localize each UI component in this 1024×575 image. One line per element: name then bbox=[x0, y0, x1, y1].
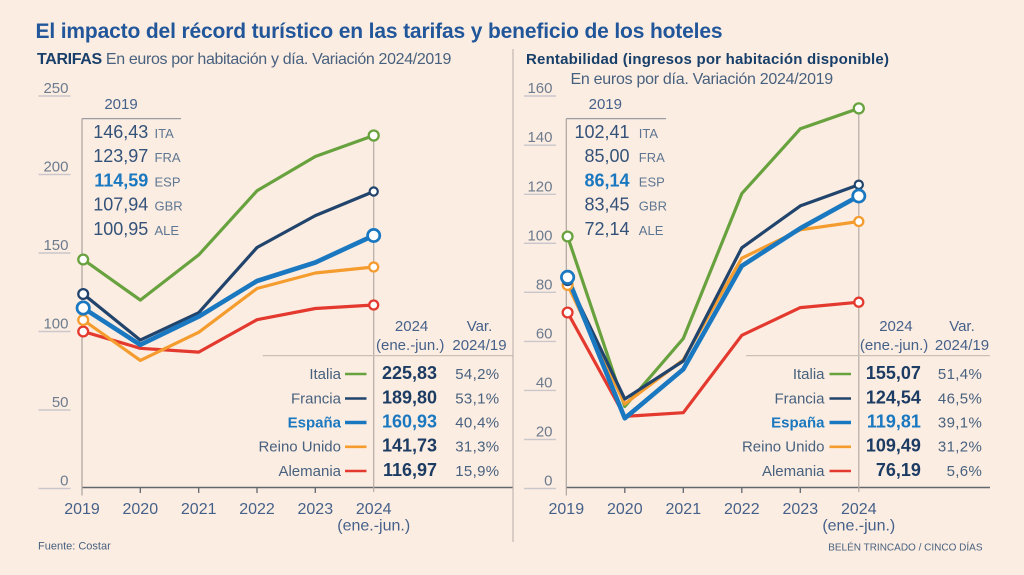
svg-text:140: 140 bbox=[527, 129, 552, 146]
svg-text:Francia: Francia bbox=[774, 391, 825, 408]
svg-text:2021: 2021 bbox=[181, 501, 217, 518]
svg-text:0: 0 bbox=[60, 473, 68, 490]
svg-text:100: 100 bbox=[527, 227, 552, 244]
svg-text:GBR: GBR bbox=[639, 199, 667, 214]
svg-text:76,19: 76,19 bbox=[876, 460, 921, 480]
svg-text:0: 0 bbox=[544, 473, 552, 490]
svg-text:2022: 2022 bbox=[239, 501, 275, 518]
svg-text:120: 120 bbox=[527, 178, 552, 195]
svg-text:40,4%: 40,4% bbox=[455, 415, 499, 432]
svg-text:ITA: ITA bbox=[639, 126, 659, 141]
svg-text:80: 80 bbox=[536, 276, 553, 293]
svg-text:123,97: 123,97 bbox=[93, 146, 148, 166]
svg-text:En euros por día. Variación 20: En euros por día. Variación 2024/2019 bbox=[571, 71, 834, 88]
svg-text:(ene.-jun.): (ene.-jun.) bbox=[822, 518, 895, 535]
svg-text:2023: 2023 bbox=[783, 501, 819, 518]
svg-text:ITA: ITA bbox=[155, 126, 175, 141]
svg-text:2024/19: 2024/19 bbox=[935, 337, 989, 354]
svg-text:60: 60 bbox=[536, 325, 553, 342]
svg-text:FRA: FRA bbox=[155, 150, 181, 165]
svg-text:FRA: FRA bbox=[639, 150, 665, 165]
svg-text:ESP: ESP bbox=[155, 174, 181, 189]
svg-text:20: 20 bbox=[536, 424, 553, 441]
svg-text:2021: 2021 bbox=[666, 501, 702, 518]
svg-text:España: España bbox=[288, 415, 342, 432]
svg-text:160: 160 bbox=[527, 80, 552, 97]
svg-text:2024: 2024 bbox=[879, 318, 912, 335]
svg-text:GBR: GBR bbox=[155, 199, 183, 214]
svg-text:(ene.-jun.): (ene.-jun.) bbox=[860, 337, 928, 354]
svg-text:2019: 2019 bbox=[549, 501, 585, 518]
svg-text:2019: 2019 bbox=[104, 96, 137, 113]
svg-text:2022: 2022 bbox=[724, 501, 760, 518]
svg-text:ALE: ALE bbox=[155, 223, 180, 238]
svg-text:160,93: 160,93 bbox=[382, 412, 437, 432]
svg-text:(ene.-jun.): (ene.-jun.) bbox=[337, 518, 410, 535]
svg-text:Francia: Francia bbox=[291, 391, 342, 408]
svg-text:86,14: 86,14 bbox=[584, 170, 629, 190]
svg-text:150: 150 bbox=[43, 237, 68, 254]
svg-text:250: 250 bbox=[43, 80, 68, 97]
svg-text:BELÉN TRINCADO / CINCO DÍAS: BELÉN TRINCADO / CINCO DÍAS bbox=[828, 541, 983, 554]
svg-text:116,97: 116,97 bbox=[383, 460, 437, 480]
svg-text:46,5%: 46,5% bbox=[938, 391, 982, 408]
svg-text:España: España bbox=[771, 415, 825, 432]
svg-text:39,1%: 39,1% bbox=[938, 415, 982, 432]
svg-text:100: 100 bbox=[43, 316, 68, 333]
svg-text:72,14: 72,14 bbox=[584, 219, 629, 239]
svg-text:2019: 2019 bbox=[64, 501, 100, 518]
svg-text:2020: 2020 bbox=[123, 501, 159, 518]
svg-text:141,73: 141,73 bbox=[382, 436, 437, 456]
svg-text:Fuente: Costar: Fuente: Costar bbox=[38, 541, 111, 553]
svg-text:Reino Unido: Reino Unido bbox=[258, 439, 341, 456]
svg-text:31,2%: 31,2% bbox=[938, 439, 982, 456]
svg-text:114,59: 114,59 bbox=[94, 170, 148, 190]
svg-text:51,4%: 51,4% bbox=[938, 366, 982, 383]
svg-text:2019: 2019 bbox=[589, 96, 622, 113]
svg-text:109,49: 109,49 bbox=[866, 436, 921, 456]
svg-text:(ene.-jun.): (ene.-jun.) bbox=[376, 337, 444, 354]
svg-text:189,80: 189,80 bbox=[382, 388, 437, 408]
svg-text:107,94: 107,94 bbox=[93, 195, 148, 215]
svg-text:Reino Unido: Reino Unido bbox=[742, 439, 825, 456]
svg-text:50: 50 bbox=[52, 394, 69, 411]
svg-text:54,2%: 54,2% bbox=[455, 366, 499, 383]
svg-text:2024: 2024 bbox=[395, 318, 428, 335]
svg-text:2023: 2023 bbox=[298, 501, 334, 518]
svg-text:83,45: 83,45 bbox=[584, 195, 629, 215]
svg-text:155,07: 155,07 bbox=[866, 363, 921, 383]
svg-text:Var.: Var. bbox=[949, 318, 975, 335]
svg-text:Alemania: Alemania bbox=[762, 463, 825, 480]
svg-text:146,43: 146,43 bbox=[93, 122, 148, 142]
svg-text:Alemania: Alemania bbox=[278, 463, 341, 480]
svg-text:2024: 2024 bbox=[841, 501, 877, 518]
svg-text:Italia: Italia bbox=[309, 366, 341, 383]
svg-text:El impacto del récord turístic: El impacto del récord turístico en las t… bbox=[36, 20, 723, 43]
svg-text:85,00: 85,00 bbox=[584, 146, 629, 166]
svg-text:5,6%: 5,6% bbox=[947, 463, 983, 480]
svg-text:2020: 2020 bbox=[607, 501, 643, 518]
svg-text:100,95: 100,95 bbox=[93, 219, 148, 239]
svg-text:31,3%: 31,3% bbox=[455, 439, 499, 456]
svg-text:225,83: 225,83 bbox=[382, 363, 437, 383]
svg-text:ALE: ALE bbox=[639, 223, 664, 238]
svg-text:53,1%: 53,1% bbox=[455, 391, 499, 408]
svg-text:2024/19: 2024/19 bbox=[452, 337, 506, 354]
svg-text:Rentabilidad (ingresos por hab: Rentabilidad (ingresos por habitación di… bbox=[526, 51, 889, 68]
svg-text:TARIFAS En euros por habitació: TARIFAS En euros por habitación y día. V… bbox=[37, 51, 451, 68]
svg-text:ESP: ESP bbox=[639, 174, 665, 189]
svg-text:Italia: Italia bbox=[793, 366, 825, 383]
svg-text:40: 40 bbox=[536, 374, 553, 391]
svg-text:Var.: Var. bbox=[467, 318, 493, 335]
svg-text:119,81: 119,81 bbox=[867, 412, 921, 432]
svg-text:15,9%: 15,9% bbox=[455, 463, 499, 480]
svg-text:2024: 2024 bbox=[356, 501, 392, 518]
svg-text:200: 200 bbox=[43, 159, 68, 176]
svg-text:102,41: 102,41 bbox=[574, 122, 629, 142]
svg-text:124,54: 124,54 bbox=[866, 388, 921, 408]
